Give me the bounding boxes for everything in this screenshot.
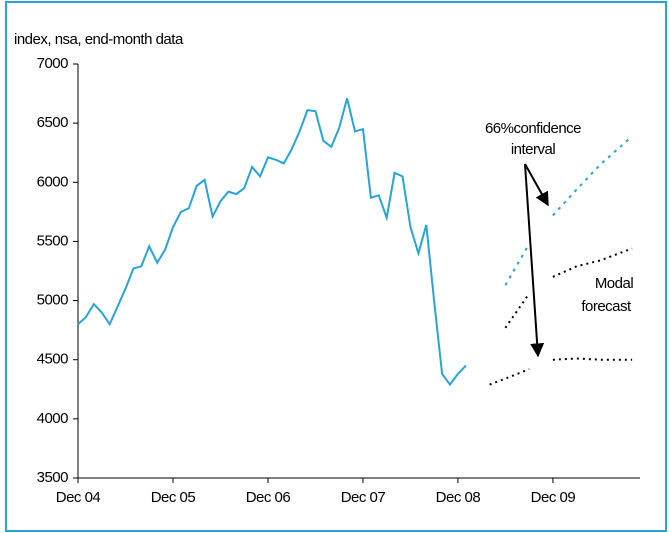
x-tick-label: Dec 04 [56, 489, 101, 506]
series-line [489, 368, 530, 386]
series-line [504, 292, 531, 329]
series-line [552, 135, 633, 217]
y-tick-label: 3500 [37, 469, 69, 486]
x-tick-label: Dec 06 [246, 489, 291, 506]
annotation: 66%confidence [485, 120, 581, 137]
series-line [77, 98, 467, 387]
annotation: Modal [595, 275, 634, 292]
y-tick-label: 5000 [37, 292, 69, 309]
arrow [524, 163, 549, 207]
y-tick-label: 6000 [37, 173, 69, 190]
frame [5, 1, 667, 532]
x-tick-label: Dec 09 [531, 489, 576, 506]
y-tick-label: 5500 [37, 232, 69, 249]
x-tick-label: Dec 08 [436, 489, 481, 506]
x-tick-label: Dec 07 [341, 489, 386, 506]
y-tick-label: 4500 [37, 351, 69, 368]
x-tick-label: Dec 05 [151, 489, 196, 506]
series-line [504, 243, 531, 286]
y-tick-label: 6500 [37, 114, 69, 131]
y-tick-label: 4000 [37, 410, 69, 427]
series-line [552, 357, 633, 361]
y-axis-label: index, nsa, end-month data [14, 31, 184, 48]
series-line [552, 247, 633, 278]
arrow [524, 163, 545, 358]
annotation: forecast [581, 298, 632, 315]
annotation: interval [511, 141, 556, 158]
y-tick-label: 7000 [37, 55, 69, 72]
